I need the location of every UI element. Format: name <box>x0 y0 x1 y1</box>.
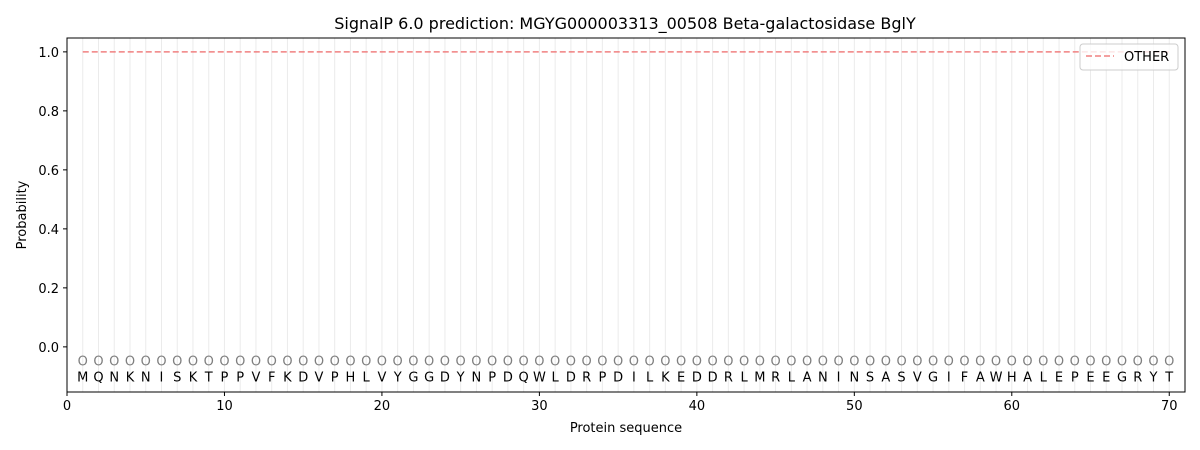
y-tick-label: 1.0 <box>38 46 59 61</box>
y-tick-label: 0.8 <box>38 105 59 120</box>
residue-label-marker: O <box>1101 355 1111 370</box>
residue-label-marker: O <box>345 355 355 370</box>
residue-label-marker: O <box>676 355 686 370</box>
residue-label-marker: O <box>172 355 182 370</box>
chart-title: SignalP 6.0 prediction: MGYG000003313_00… <box>334 14 916 34</box>
x-tick-label: 10 <box>216 399 233 414</box>
x-tick-label: 0 <box>63 399 71 414</box>
residue-label-marker: O <box>471 355 481 370</box>
residue-label-marker: O <box>125 355 135 370</box>
residue-label-marker: O <box>109 355 119 370</box>
x-tick-label: 70 <box>1161 399 1178 414</box>
residue-label-marker: O <box>723 355 733 370</box>
residue-label-marker: O <box>393 355 403 370</box>
residue-label-marker: O <box>1133 355 1143 370</box>
residue-label-marker: O <box>975 355 985 370</box>
residue-label-marker: O <box>928 355 938 370</box>
plot-frame <box>66 37 1186 393</box>
residue-label-marker: O <box>959 355 969 370</box>
residue-label-marker: O <box>1054 355 1064 370</box>
y-tick-label: 0.2 <box>38 282 59 297</box>
residue-label-marker: O <box>597 355 607 370</box>
legend-label-other: OTHER <box>1124 50 1169 65</box>
residue-label-marker: O <box>487 355 497 370</box>
residue-label-marker: O <box>330 355 340 370</box>
residue-label-marker: O <box>1070 355 1080 370</box>
x-tick-label: 20 <box>374 399 391 414</box>
residue-label-marker: O <box>1164 355 1174 370</box>
y-tick-label: 0.4 <box>38 223 59 238</box>
residue-label-marker: O <box>865 355 875 370</box>
residue-label-marker: O <box>707 355 717 370</box>
y-axis-label: Probability <box>15 180 30 249</box>
residue-label-marker: O <box>1038 355 1048 370</box>
residue-label-marker: O <box>440 355 450 370</box>
legend: OTHER <box>1079 43 1179 71</box>
residue-label-marker: O <box>912 355 922 370</box>
x-tick-label: 50 <box>846 399 863 414</box>
residue-label-marker: O <box>78 355 88 370</box>
residue-label-marker: O <box>204 355 214 370</box>
residue-label-marker: O <box>818 355 828 370</box>
residue-label-marker: O <box>786 355 796 370</box>
y-tick-label: 0.6 <box>38 164 59 179</box>
residue-label-marker: O <box>282 355 292 370</box>
residue-label-marker: O <box>298 355 308 370</box>
residue-label-marker: O <box>660 355 670 370</box>
residue-label-marker: O <box>188 355 198 370</box>
residue-label-marker: O <box>408 355 418 370</box>
residue-label-marker: O <box>251 355 261 370</box>
residue-label-marker: O <box>755 355 765 370</box>
residue-label-marker: O <box>361 355 371 370</box>
residue-label-marker: O <box>692 355 702 370</box>
residue-label-marker: O <box>770 355 780 370</box>
residue-label-marker: O <box>833 355 843 370</box>
residue-label-marker: O <box>519 355 529 370</box>
residue-label-marker: O <box>613 355 623 370</box>
residue-label-marker: O <box>739 355 749 370</box>
residue-label-marker: O <box>314 355 324 370</box>
residue-label-marker: O <box>267 355 277 370</box>
residue-label-marker: O <box>1117 355 1127 370</box>
y-tick-label: 0.0 <box>38 341 59 356</box>
residue-label-marker: O <box>156 355 166 370</box>
residue-label-marker: O <box>534 355 544 370</box>
residue-label-marker: O <box>1022 355 1032 370</box>
x-axis-label: Protein sequence <box>570 421 682 436</box>
residue-label-marker: O <box>566 355 576 370</box>
residue-label-marker: O <box>645 355 655 370</box>
residue-label-marker: O <box>1148 355 1158 370</box>
residue-label-marker: O <box>1085 355 1095 370</box>
residue-label-marker: O <box>991 355 1001 370</box>
residue-label-marker: O <box>881 355 891 370</box>
x-tick-label: 40 <box>689 399 706 414</box>
residue-label-marker: O <box>944 355 954 370</box>
residue-label-marker: O <box>141 355 151 370</box>
residue-label-marker: O <box>93 355 103 370</box>
residue-label-marker: O <box>582 355 592 370</box>
residue-label-marker: O <box>629 355 639 370</box>
x-tick-label: 30 <box>531 399 548 414</box>
residue-label-marker: O <box>219 355 229 370</box>
residue-label-marker: O <box>235 355 245 370</box>
residue-label-marker: O <box>896 355 906 370</box>
residue-label-marker: O <box>550 355 560 370</box>
residue-label-marker: O <box>503 355 513 370</box>
residue-label-marker: O <box>1007 355 1017 370</box>
protein-sequence: MQNKNISKTPPVFKDVPHLVYGGDYNPDQWLDRPDILKED… <box>77 370 1173 385</box>
residue-label-marker: O <box>377 355 387 370</box>
residue-label-marker: O <box>849 355 859 370</box>
x-tick-label: 60 <box>1004 399 1021 414</box>
residue-label-marker: O <box>456 355 466 370</box>
residue-label-marker: O <box>802 355 812 370</box>
residue-label-marker: O <box>424 355 434 370</box>
